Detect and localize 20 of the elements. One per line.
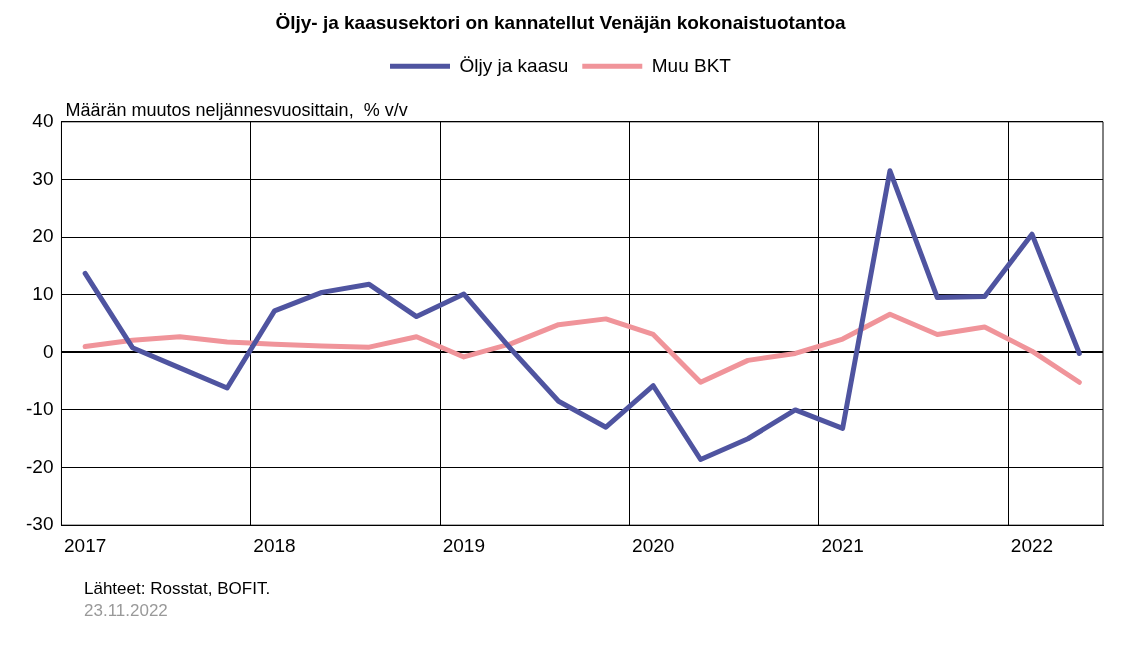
y-tick-label: 20 <box>32 225 54 247</box>
x-tick-label: 2019 <box>442 534 486 556</box>
y-axis-title: Määrän muutos neljännesvuosittain, % v/v <box>65 99 408 120</box>
x-tick-label: 2021 <box>821 534 864 556</box>
text: 23.11.2022 <box>84 600 169 622</box>
y-tick-label: -30 <box>25 513 54 535</box>
text: Lähteet: Rosstat, BOFIT. <box>84 578 272 600</box>
y-tick-label: 40 <box>32 110 54 132</box>
x-tick-label: 2020 <box>632 534 675 556</box>
y-tick-label: 0 <box>42 340 54 362</box>
y-tick-label: -10 <box>25 398 54 420</box>
y-tick-label: -20 <box>25 455 54 477</box>
y-tick-label: 30 <box>32 167 54 189</box>
y-tick-label: 10 <box>32 282 54 304</box>
legend-label: Öljy ja kaasu <box>459 54 569 76</box>
x-tick-label: 2022 <box>1010 534 1054 556</box>
x-tick-label: 2018 <box>253 534 296 556</box>
chart-title: Öljy- ja kaasusektori on kannatellut Venäjän kokonaistuotantoa <box>275 11 846 33</box>
legend-label: Muu BKT <box>651 54 732 76</box>
x-tick-label: 2017 <box>63 534 107 556</box>
